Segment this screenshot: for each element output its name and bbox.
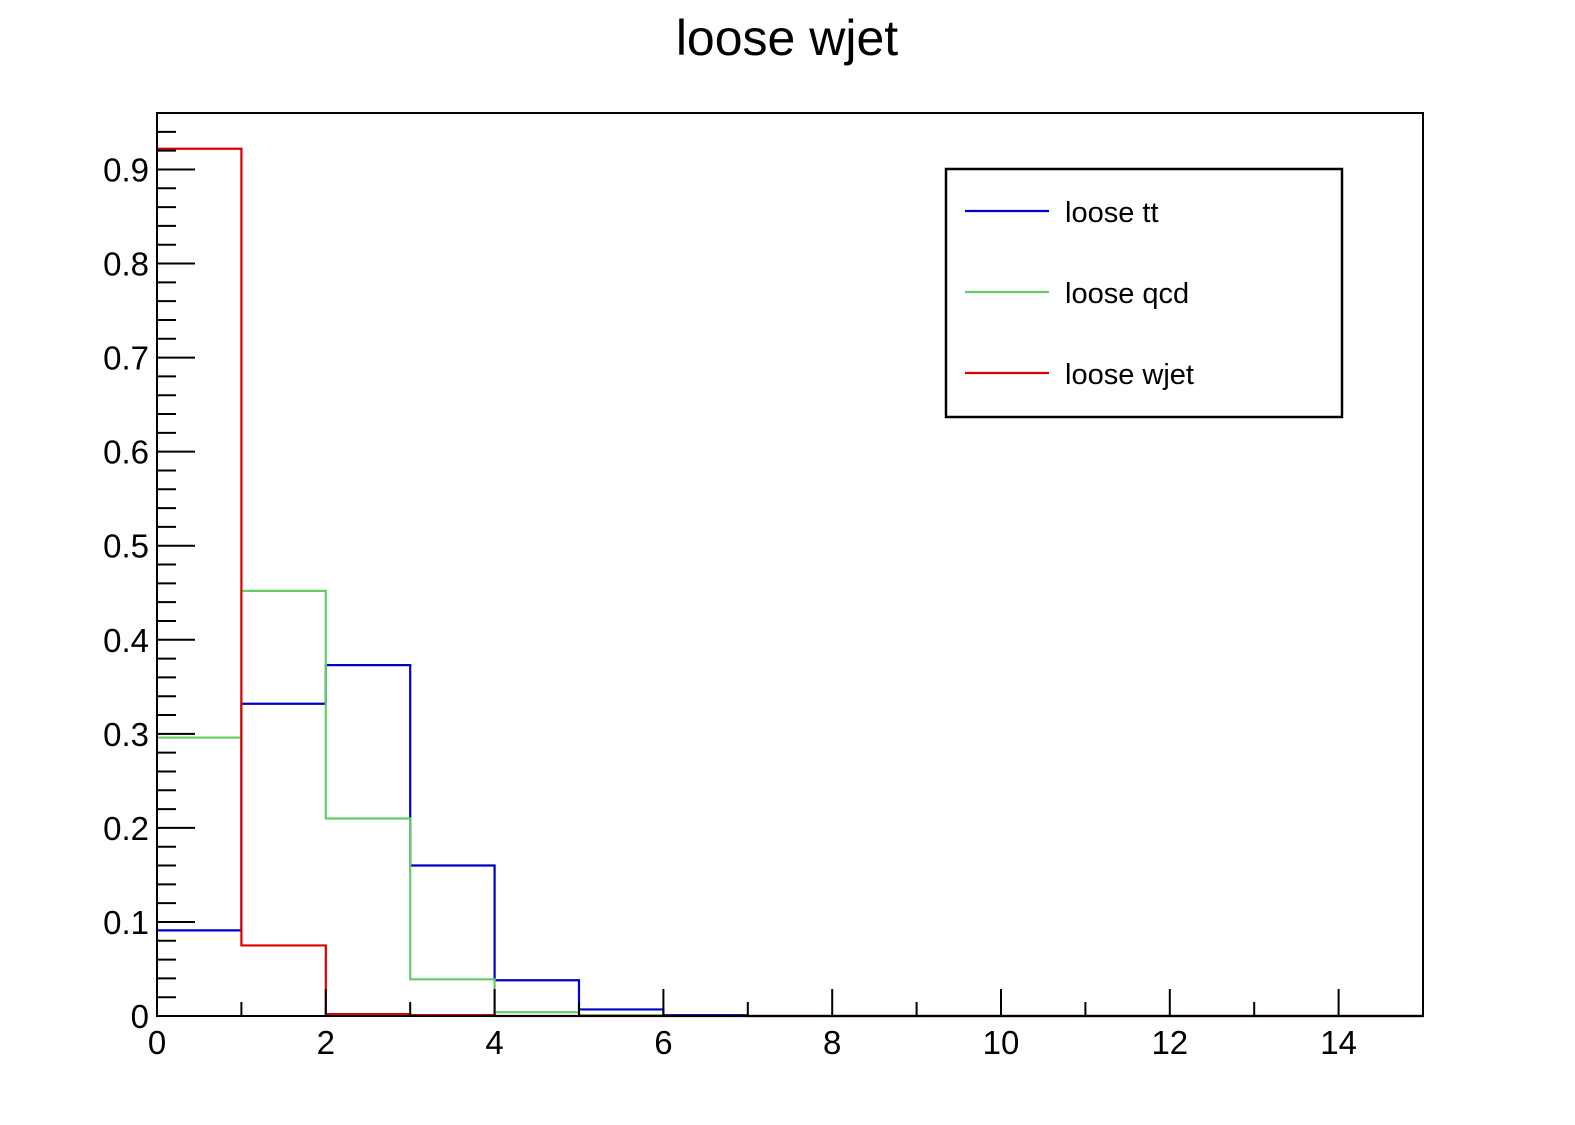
x-tick-label: 6 bbox=[654, 1024, 672, 1061]
axis-layer: 0 2 4 6 8 10 12 14 0 0.1 0.2 0.3 0.4 0.5 0.6 0.7 0.8 0.9 bbox=[103, 112, 1424, 1061]
x-tick-label: 4 bbox=[485, 1024, 503, 1061]
series-line-loose-tt bbox=[157, 664, 1423, 1018]
y-tick-label: 0.6 bbox=[103, 434, 149, 471]
legend: loose tt loose qcd loose wjet bbox=[944, 167, 1344, 419]
y-tick-label: 0.3 bbox=[103, 716, 149, 753]
y-tick-label: 0.4 bbox=[103, 622, 149, 659]
y-tick-label: 0.9 bbox=[103, 151, 149, 188]
y-tick-label: 0.1 bbox=[103, 904, 149, 941]
x-tick-label: 0 bbox=[148, 1024, 166, 1061]
y-tick-label: 0.8 bbox=[103, 246, 149, 283]
chart-title: loose wjet bbox=[676, 10, 898, 66]
y-tick-label: 0 bbox=[131, 998, 149, 1035]
y-tick-label: 0.7 bbox=[103, 340, 149, 377]
y-tick-label: 0.2 bbox=[103, 810, 149, 847]
x-tick-label: 10 bbox=[983, 1024, 1020, 1061]
series-line-loose-qcd bbox=[157, 589, 1423, 1018]
x-tick-label: 2 bbox=[317, 1024, 335, 1061]
x-tick-label: 12 bbox=[1151, 1024, 1188, 1061]
legend-label: loose qcd bbox=[1065, 278, 1189, 310]
legend-label: loose tt bbox=[1065, 197, 1159, 229]
x-tick-label: 14 bbox=[1320, 1024, 1357, 1061]
x-tick-label: 8 bbox=[823, 1024, 841, 1061]
legend-label: loose wjet bbox=[1065, 359, 1194, 391]
y-tick-label: 0.5 bbox=[103, 528, 149, 565]
